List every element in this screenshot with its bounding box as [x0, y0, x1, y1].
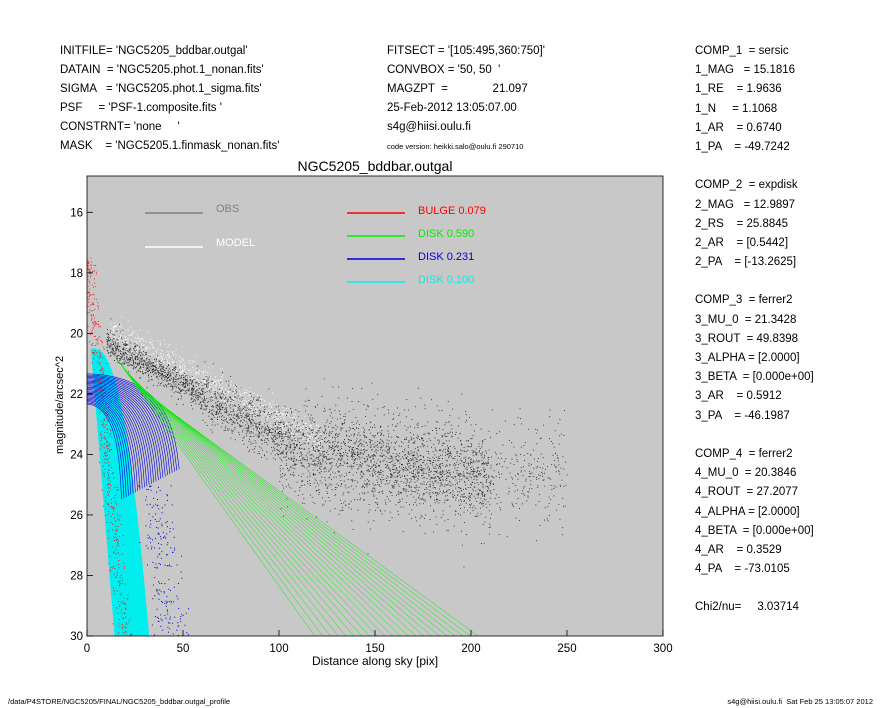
- header-line: CONSTRNT= 'none ': [60, 121, 180, 133]
- param-line: 4_ROUT = 27.2077: [695, 486, 799, 499]
- header-line: s4g@hiisi.oulu.fi: [387, 121, 471, 133]
- fit-parameters: COMP_1 = sersic 1_MAG = 15.1816 1_RE = 1.9…: [695, 42, 814, 618]
- legend-label-model: MODEL: [216, 237, 255, 249]
- disk-0590-profile: [115, 357, 479, 636]
- header-line: FITSECT = '[105:495,360:750]': [387, 45, 545, 57]
- param-line: 3_MU_0 = 21.3428: [695, 313, 797, 326]
- component-label: DISK 0.100: [418, 274, 474, 286]
- x-tick-label: 200: [461, 643, 480, 655]
- param-line: COMP_4 = ferrer2: [695, 447, 793, 460]
- model-points: [110, 316, 323, 453]
- header-line: MASK = 'NGC5205.1.finmask_nonan.fits': [60, 140, 280, 152]
- param-line: 1_MAG = 15.1816: [695, 64, 796, 77]
- param-line: 1_AR = 0.6740: [695, 121, 782, 134]
- disk-0231-points: [138, 485, 190, 636]
- param-line: 3_PA = -46.1987: [695, 409, 790, 422]
- component-label: DISK 0.231: [418, 251, 474, 263]
- param-line: COMP_3 = ferrer2: [695, 294, 793, 307]
- plot-background: [87, 176, 663, 636]
- param-line: 1_PA = -49.7242: [695, 140, 790, 153]
- param-line: 2_RS = 25.8845: [695, 217, 789, 230]
- y-tick-label: 30: [70, 631, 83, 643]
- x-tick-label: 100: [269, 643, 288, 655]
- param-line: 4_BETA = [0.000e+00]: [695, 524, 814, 537]
- param-line: 3_ROUT = 49.8398: [695, 332, 799, 345]
- header-line: CONVBOX = '50, 50 ': [387, 64, 501, 76]
- param-line: 3_ALPHA = [2.0000]: [695, 352, 800, 364]
- header-line: MAGZPT = 21.097: [387, 83, 528, 95]
- param-line: 1_RE = 1.9636: [695, 83, 782, 96]
- param-line: 4_PA = -73.0105: [695, 563, 790, 576]
- header-middle: FITSECT = '[105:495,360:750]' CONVBOX = '…: [387, 42, 545, 137]
- legend-label-obs: OBS: [216, 203, 239, 215]
- x-tick-label: 0: [84, 643, 90, 655]
- y-tick-label: 16: [70, 207, 83, 219]
- header-line: DATAIN = 'NGC5205.phot.1_nonan.fits': [60, 64, 264, 76]
- y-tick-label: 22: [70, 389, 83, 401]
- header-line: INITFILE= 'NGC5205_bddbar.outgal': [60, 45, 248, 57]
- param-line: 2_MAG = 12.9897: [695, 198, 796, 211]
- param-line: 2_AR = [0.5442]: [695, 236, 789, 249]
- y-tick-label: 28: [70, 570, 83, 582]
- y-tick-label: 26: [70, 510, 83, 522]
- param-line: COMP_2 = expdisk: [695, 179, 798, 192]
- header-left: INITFILE= 'NGC5205_bddbar.outgal' DATAIN …: [60, 42, 279, 156]
- param-line: Chi2/nu= 3.03714: [695, 601, 799, 614]
- header-line: PSF = 'PSF-1.composite.fits ': [60, 102, 222, 114]
- y-axis-label: magnitude/arcsec^2: [54, 356, 66, 454]
- x-tick-label: 250: [557, 643, 576, 655]
- x-tick-label: 50: [177, 643, 190, 655]
- disk-0100-profile: [90, 348, 150, 636]
- y-tick-label: 18: [70, 268, 83, 280]
- obs-scatter: [106, 318, 568, 568]
- y-tick-label: 24: [70, 449, 83, 461]
- x-tick-label: 150: [365, 643, 384, 655]
- footer-path: /data/P4STORE/NGC5205/FINAL/NGC5205_bddb…: [8, 697, 231, 706]
- param-line: 4_ALPHA = [2.0000]: [695, 505, 800, 518]
- param-line: 3_BETA = [0.000e+00]: [695, 371, 814, 384]
- component-label: DISK 0.590: [418, 228, 474, 240]
- x-tick-label: 300: [653, 643, 672, 655]
- footer-user-date: s4g@hiisi.oulu.fi Sat Feb 25 13:05:07 20…: [727, 697, 873, 706]
- code-version: code version: heikki.salo@oulu.fi 290710: [387, 142, 524, 151]
- param-line: 3_AR = 0.5912: [695, 390, 782, 403]
- header-line: 25-Feb-2012 13:05:07.00: [387, 102, 517, 114]
- bulge-0079-profile: [87, 257, 133, 636]
- y-tick-label: 20: [70, 328, 83, 340]
- x-axis-label: Distance along sky [pix]: [312, 654, 438, 668]
- param-line: COMP_1 = sersic: [695, 45, 789, 57]
- component-label: BULGE 0.079: [418, 205, 486, 217]
- param-line: 4_AR = 0.3529: [695, 543, 782, 556]
- param-line: 1_N = 1.1068: [695, 102, 778, 115]
- param-line: 4_MU_0 = 20.3846: [695, 467, 797, 480]
- chart-title: NGC5205_bddbar.outgal: [298, 158, 453, 174]
- header-line: SIGMA = 'NGC5205.phot.1_sigma.fits': [60, 83, 262, 95]
- disk-0231-profile: [87, 373, 180, 500]
- param-line: 2_PA = [-13.2625]: [695, 256, 797, 269]
